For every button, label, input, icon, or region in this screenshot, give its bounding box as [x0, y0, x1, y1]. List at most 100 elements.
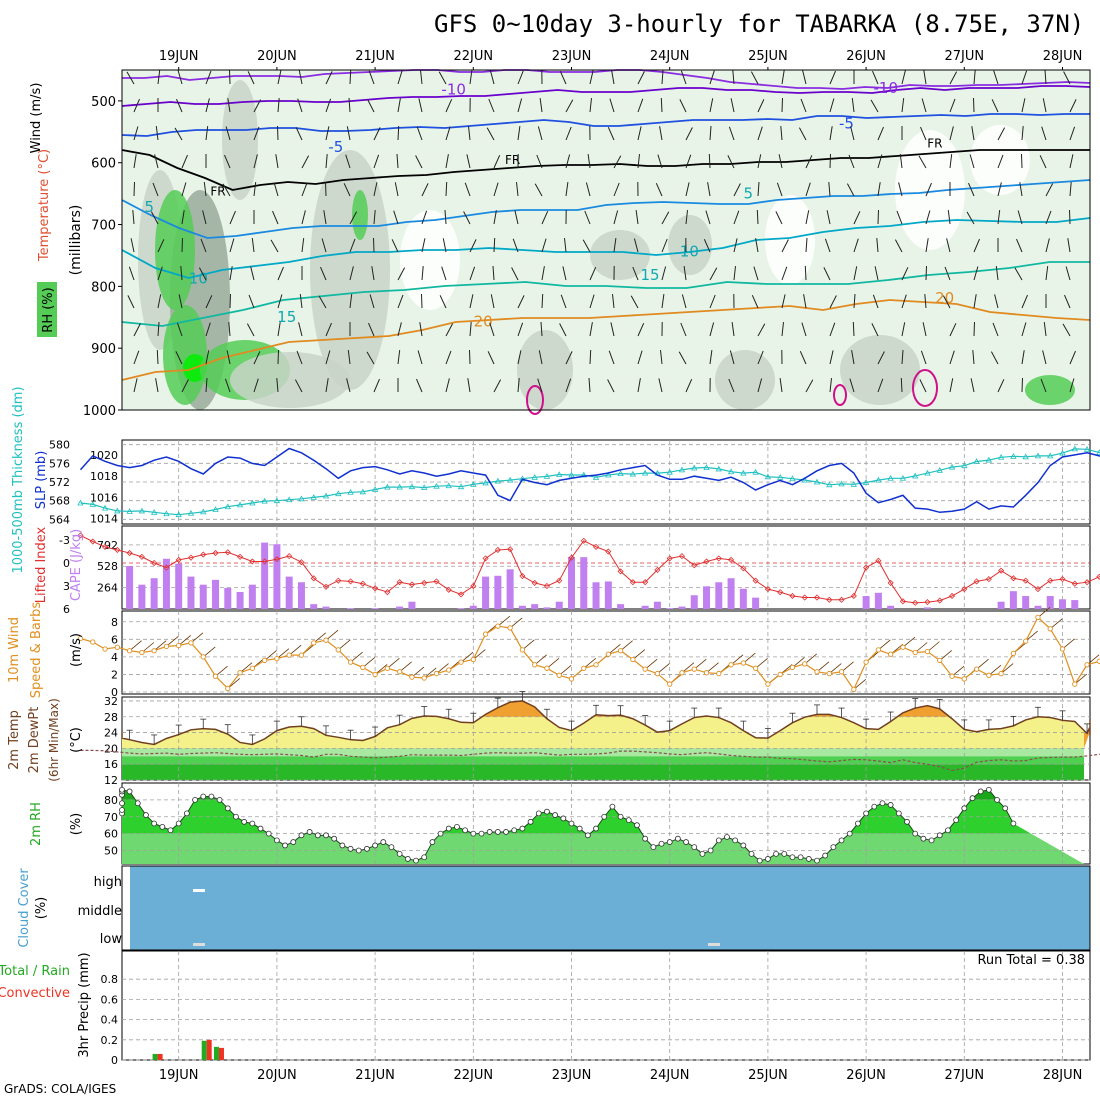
cloud-mark-high	[193, 889, 205, 892]
wind-barb	[126, 71, 135, 85]
cape-bar	[187, 576, 195, 609]
wind-barb	[920, 350, 927, 365]
wind-barb	[896, 210, 903, 225]
wind-barb	[659, 126, 663, 141]
isotherm-label: FR	[505, 153, 520, 167]
rh-point	[119, 786, 125, 793]
rh-tick-label: 80	[104, 794, 118, 807]
lifted-index-point	[1096, 573, 1100, 580]
pressure-tick-label: 700	[91, 219, 116, 234]
wind-barb	[655, 182, 663, 197]
wind-barb	[181, 379, 189, 393]
wind-barb	[949, 71, 958, 85]
wind-speed-point	[249, 665, 256, 671]
wind-barb	[346, 126, 351, 141]
rh-axis-units: (%)	[69, 813, 84, 836]
wind-barb	[973, 294, 977, 309]
wind-barb	[349, 211, 358, 225]
wind-speed-point	[1072, 681, 1078, 687]
date-label-top: 20JUN	[257, 49, 297, 64]
rh-point	[347, 845, 354, 852]
lifted-index-point	[77, 532, 84, 539]
wind-barb	[301, 182, 308, 197]
lifted-index-point	[666, 555, 673, 562]
wind-barb	[994, 294, 999, 309]
wind-barb	[823, 267, 831, 281]
isotherm-30c	[526, 385, 544, 415]
thickness-point	[114, 507, 121, 514]
wind-barb	[607, 126, 615, 141]
rh-point	[421, 854, 428, 861]
wind-barb	[1069, 182, 1072, 197]
rh-point	[151, 820, 158, 827]
wind-barb	[559, 323, 567, 337]
rh-legend-label: RH (%)	[41, 287, 56, 332]
rh-point	[904, 818, 910, 825]
wind-barb	[877, 378, 884, 393]
wind-barb	[733, 238, 738, 253]
cape-bar	[592, 582, 600, 609]
rh-point	[838, 837, 845, 844]
wind-barb	[468, 126, 471, 141]
wind-barb	[661, 266, 667, 281]
lifted-index-point	[322, 583, 330, 590]
wind-barb	[373, 237, 375, 253]
wind-barb	[133, 154, 137, 169]
lifted-index-point	[985, 576, 992, 583]
wind-barb	[1017, 210, 1023, 225]
isotherm-label: 5	[144, 198, 154, 216]
wind-speed-point	[225, 685, 231, 692]
wind-barb	[709, 267, 718, 281]
wind-barb	[127, 295, 135, 309]
wind-barb	[661, 294, 665, 309]
lifted-index-point	[764, 586, 771, 593]
wind-barb	[445, 126, 451, 141]
lifted-index-point	[654, 566, 661, 573]
wind-barb	[872, 294, 879, 309]
pressure-axis-label: (millibars)	[68, 205, 84, 276]
wind-barb	[1021, 70, 1028, 85]
precip-tick-label: 0	[111, 1054, 118, 1067]
wind-barb	[848, 154, 855, 169]
wind-barb	[228, 322, 231, 337]
cape-bar	[1071, 600, 1079, 609]
wind-barb	[1021, 350, 1025, 365]
wind-barb	[565, 99, 574, 113]
rh-point	[331, 835, 338, 842]
wind-speed-point	[703, 670, 710, 676]
cape-bar	[199, 584, 207, 609]
temp-line	[121, 700, 1091, 746]
wind-barb	[613, 210, 619, 225]
lifted-index-point	[1059, 576, 1066, 583]
wind-barb	[421, 238, 426, 253]
wind-speed-point	[372, 671, 378, 678]
wind-barb	[709, 70, 715, 85]
rh-point	[748, 850, 755, 857]
date-label-bottom: 22JUN	[453, 1068, 493, 1083]
wind-barb	[492, 265, 495, 281]
thickness-point	[445, 482, 452, 489]
wind-speed-point	[1059, 646, 1066, 652]
rh-point	[282, 842, 288, 849]
rh-point	[355, 847, 362, 854]
wind-barb	[874, 266, 879, 281]
rh-point	[388, 844, 395, 851]
wind-speed-point	[630, 656, 636, 663]
rh-point	[945, 827, 951, 834]
rh-point	[183, 810, 190, 817]
rh-point	[413, 857, 419, 864]
wind-barb	[1044, 69, 1047, 85]
wind-barb	[925, 182, 932, 197]
wind-barb	[367, 99, 375, 113]
thickness-point	[678, 466, 686, 473]
thickness-point	[494, 477, 502, 484]
lifted-index-point	[813, 594, 821, 601]
cape-bar	[469, 605, 477, 609]
wind-barb	[345, 154, 351, 169]
wind-speed-point	[347, 659, 354, 665]
rh-point	[765, 856, 771, 862]
wind-barb	[277, 266, 284, 281]
lifted-index-point	[715, 555, 722, 562]
wind-barb	[565, 154, 571, 169]
lifted-index-point	[1083, 579, 1091, 586]
